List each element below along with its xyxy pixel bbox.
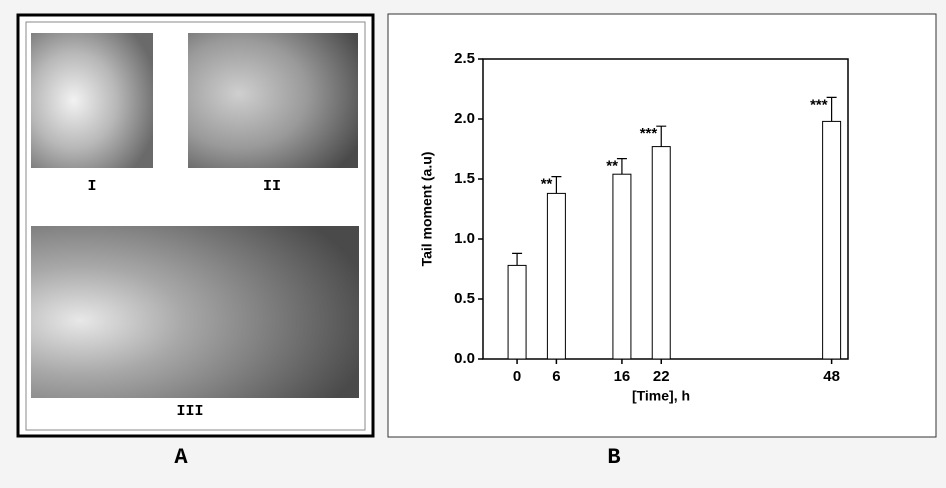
y-tick-label: 2.5 bbox=[454, 50, 475, 67]
y-tick-label: 0.0 bbox=[454, 350, 475, 367]
comet-image bbox=[188, 33, 358, 168]
error-bar bbox=[512, 252, 523, 266]
y-axis-label: Tail moment (a.u) bbox=[419, 152, 435, 267]
y-tick-label: 1.5 bbox=[454, 170, 475, 187]
panel-label: B bbox=[607, 445, 620, 470]
error-bar bbox=[616, 158, 627, 175]
comet-image bbox=[31, 226, 359, 398]
image-label: II bbox=[263, 178, 281, 195]
x-axis-label: [Time], h bbox=[632, 388, 690, 404]
panel-label: A bbox=[174, 445, 188, 470]
x-tick-label: 6 bbox=[552, 368, 560, 385]
bar bbox=[612, 173, 632, 360]
error-bar bbox=[826, 96, 837, 122]
y-tick-label: 0.5 bbox=[454, 290, 475, 307]
x-tick-label: 0 bbox=[513, 368, 521, 385]
bar bbox=[507, 264, 527, 360]
bar bbox=[822, 120, 842, 360]
image-label: I bbox=[87, 178, 96, 195]
panel-a-inner-frame bbox=[25, 21, 366, 431]
significance-label: *** bbox=[640, 125, 658, 142]
x-tick-label: 48 bbox=[823, 368, 840, 385]
significance-label: ** bbox=[606, 158, 618, 175]
error-bar bbox=[656, 125, 667, 147]
comet-image bbox=[31, 33, 153, 168]
y-tick-label: 2.0 bbox=[454, 110, 475, 127]
bar bbox=[546, 192, 566, 360]
y-tick-label: 1.0 bbox=[454, 230, 475, 247]
significance-label: *** bbox=[810, 96, 828, 113]
bar bbox=[651, 146, 671, 360]
significance-label: ** bbox=[541, 176, 553, 193]
error-bar bbox=[551, 176, 562, 194]
image-label: III bbox=[176, 403, 203, 420]
x-tick-label: 16 bbox=[614, 368, 631, 385]
x-tick-label: 22 bbox=[653, 368, 670, 385]
